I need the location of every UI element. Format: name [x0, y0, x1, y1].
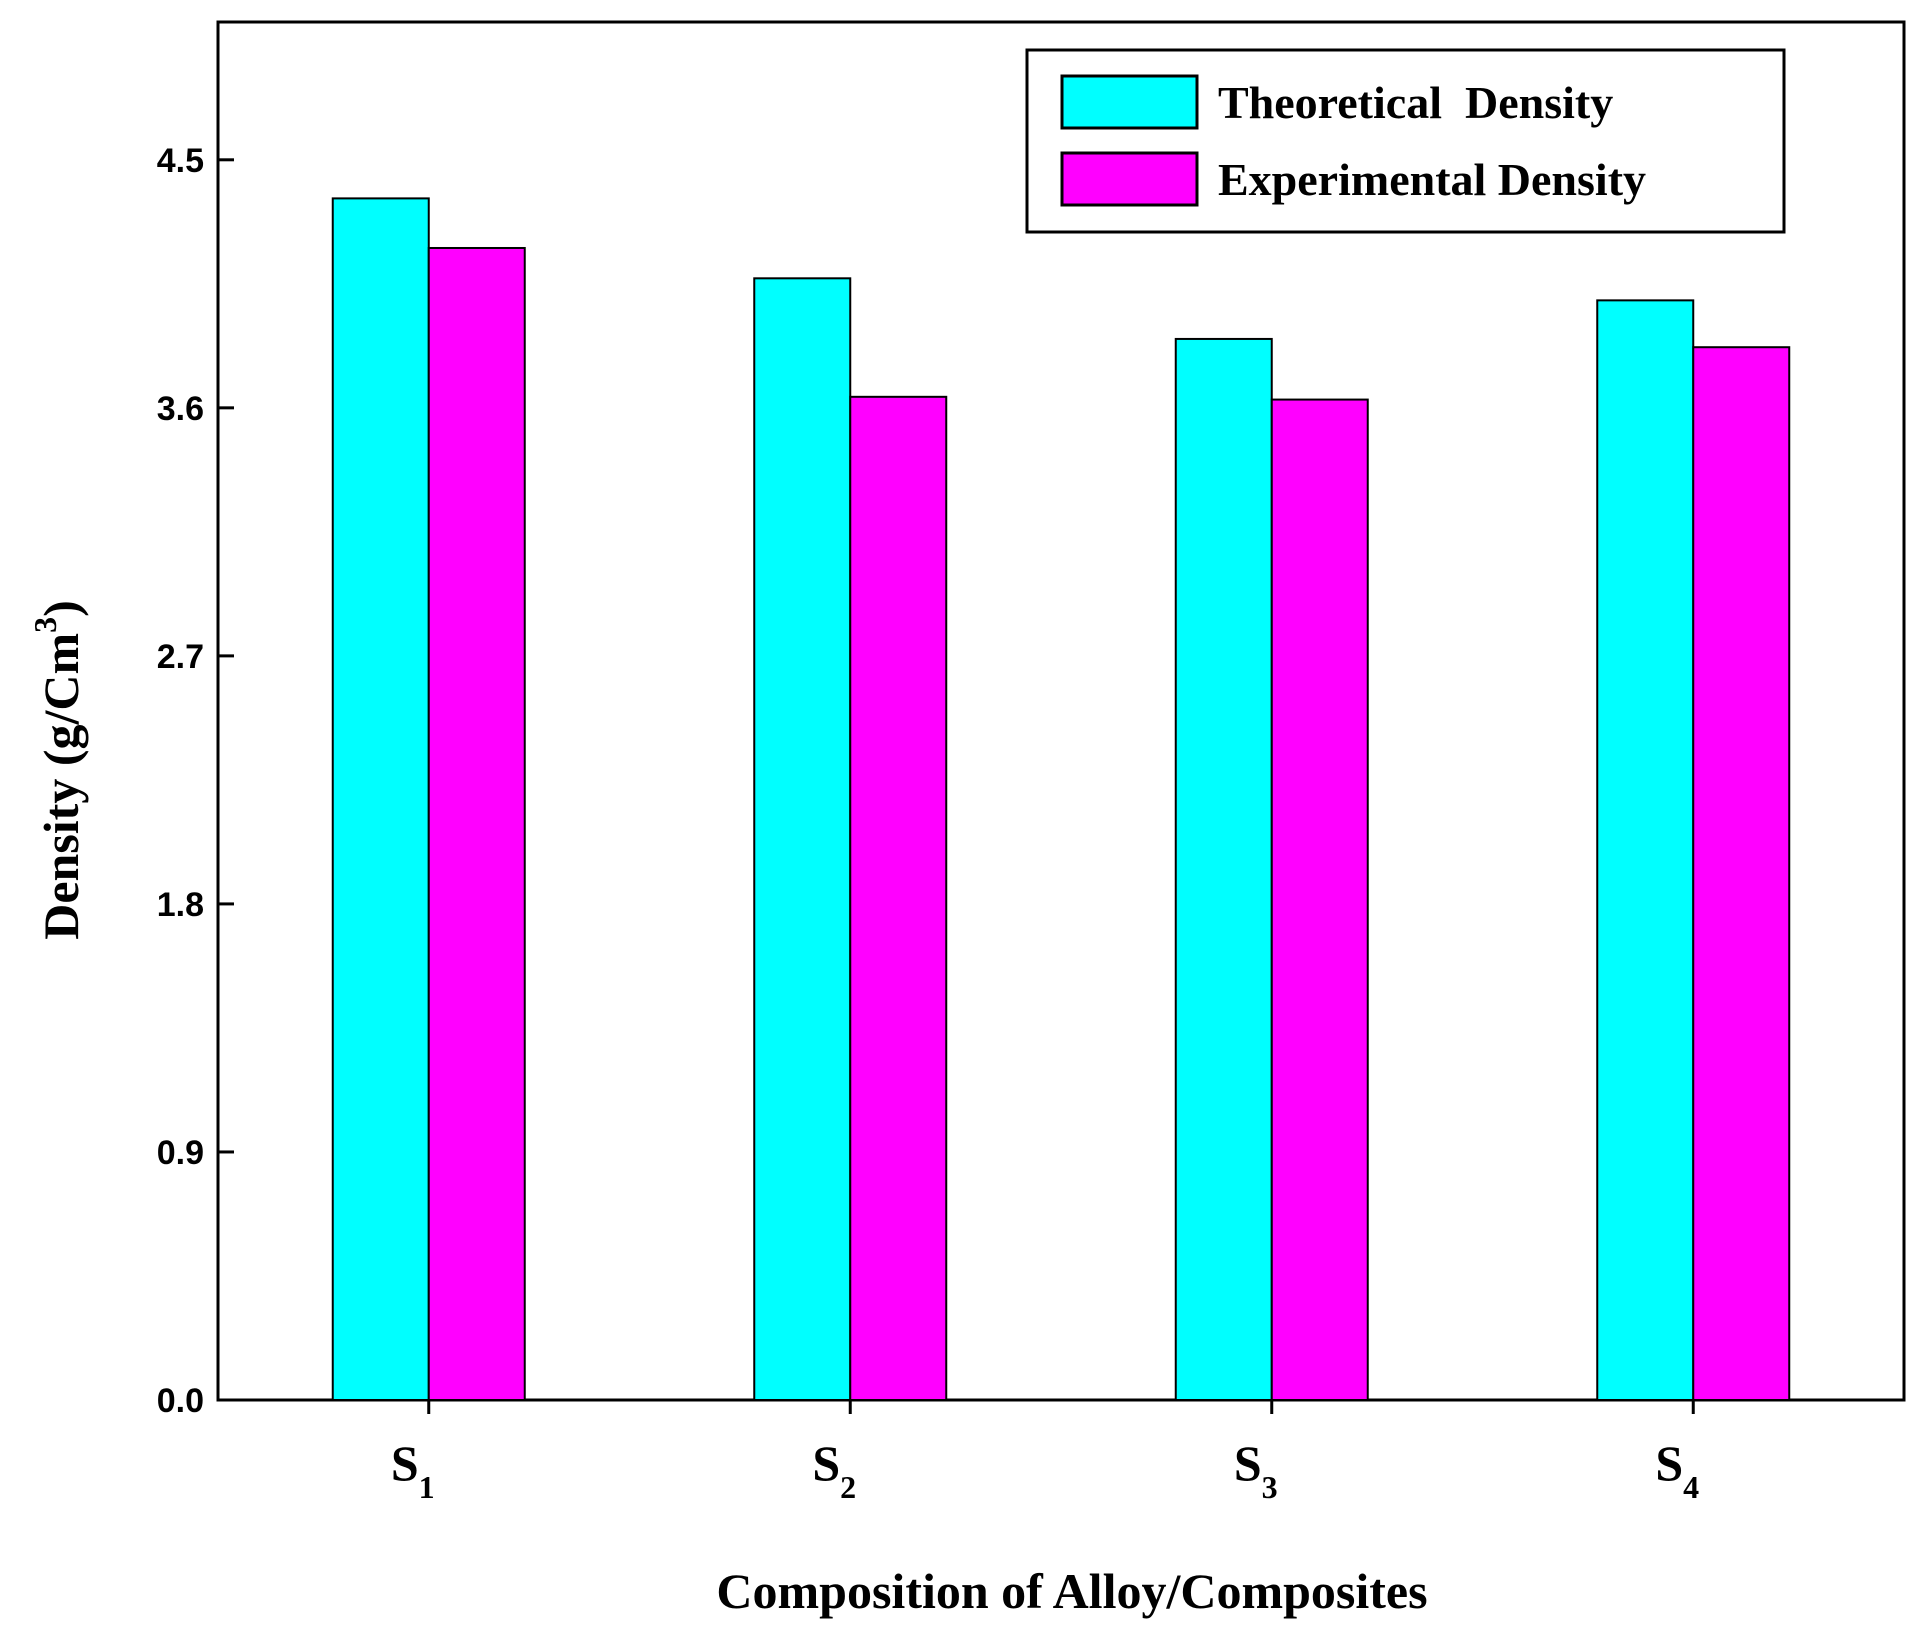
x-tick-label-main: S — [1234, 1435, 1262, 1491]
x-tick-label-sub: 4 — [1683, 1469, 1699, 1505]
bar-theoretical-s3 — [1174, 337, 1273, 1402]
bar-theoretical-s1 — [331, 197, 430, 1401]
y-tick-label: 3.6 — [157, 390, 204, 428]
bar-experimental-s1 — [427, 246, 526, 1402]
x-tick-label-sub: 1 — [419, 1469, 435, 1505]
x-axis-title: Composition of Alloy/Composites — [716, 1563, 1427, 1619]
y-tick-label: 2.7 — [157, 638, 204, 676]
y-tick-label: 0.9 — [157, 1134, 204, 1172]
y-tick-label: 1.8 — [157, 886, 204, 924]
x-tick-label: S3 — [1234, 1435, 1278, 1505]
y-axis-title-main: Density (g/Cm — [33, 633, 89, 940]
legend: Theoretical Density Experimental Density — [1025, 48, 1786, 234]
x-tick-label-main: S — [812, 1435, 840, 1491]
y-axis-title-sup: 3 — [27, 617, 63, 633]
x-tick-label: S2 — [812, 1435, 856, 1505]
x-tick-label-main: S — [1655, 1435, 1683, 1491]
x-tick-label: S4 — [1655, 1435, 1699, 1505]
x-tick-label-sub: 3 — [1262, 1469, 1278, 1505]
legend-swatch-experimental — [1060, 151, 1199, 207]
bar-experimental-s2 — [849, 395, 948, 1402]
plot-frame — [216, 20, 1906, 1402]
bar-experimental-s4 — [1692, 346, 1791, 1401]
legend-label-experimental: Experimental Density — [1218, 154, 1646, 205]
bar-theoretical-s4 — [1596, 299, 1695, 1402]
bar-theoretical-s2 — [753, 277, 852, 1402]
y-tick-label: 4.5 — [157, 142, 204, 180]
x-tick-label: S1 — [391, 1435, 435, 1505]
y-axis-title-close: ) — [33, 600, 89, 617]
legend-label-theoretical: Theoretical Density — [1218, 77, 1613, 128]
x-tick-label-main: S — [391, 1435, 419, 1491]
y-axis-title: Density (g/Cm3) — [27, 600, 89, 940]
x-tick-label-sub: 2 — [840, 1469, 856, 1505]
x-axis-ticks: S1 S2 S3 S4 — [391, 1400, 1699, 1505]
bar-experimental-s3 — [1270, 398, 1369, 1401]
bar-series — [331, 197, 1791, 1402]
legend-swatch-theoretical — [1060, 74, 1199, 130]
y-axis-ticks: 0.0 0.9 1.8 2.7 3.6 4.5 — [157, 142, 234, 1420]
y-tick-label: 0.0 — [157, 1382, 204, 1420]
